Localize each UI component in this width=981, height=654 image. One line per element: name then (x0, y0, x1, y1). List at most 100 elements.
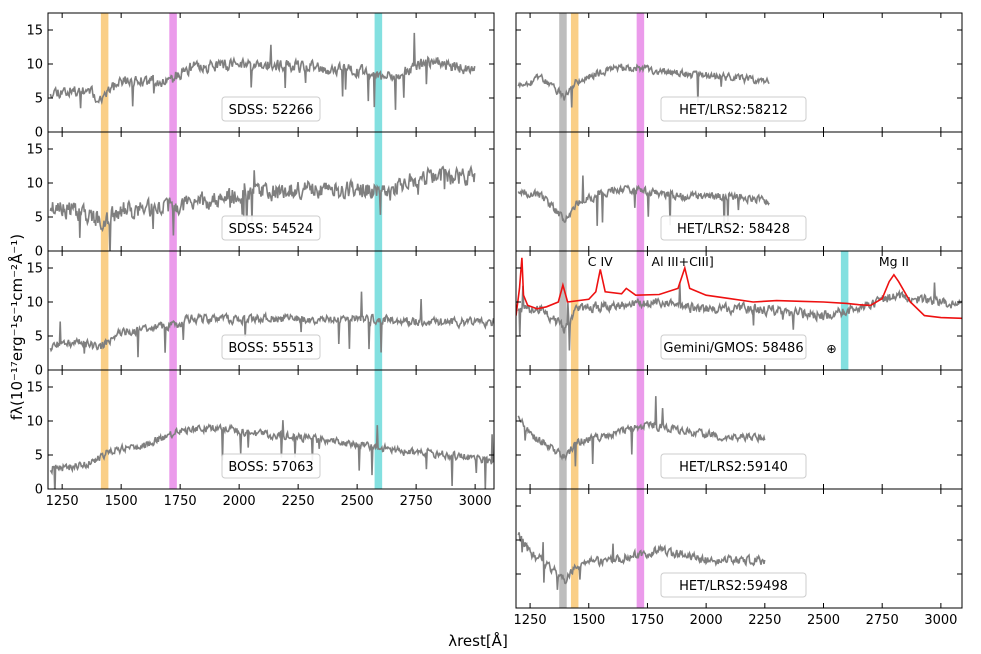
panel-gemini-58486: Gemini/GMOS: 58486 C IV Al III+CIII] Mg II ⊕ (515, 250, 963, 371)
x-axis-title: λrest[Å] (448, 631, 508, 650)
spectrum-line (49, 164, 476, 251)
violet-band (636, 489, 645, 608)
y-tick-label: 0 (35, 245, 43, 260)
spectrum-line (49, 32, 476, 110)
y-tick-label: 15 (26, 143, 43, 158)
x-tick-label: 1500 (105, 494, 138, 509)
x-tick-label: 3000 (459, 494, 492, 509)
legend-label: HET/LRS2:59140 (679, 460, 788, 475)
violet-band (636, 370, 645, 489)
orange-band (570, 132, 579, 251)
violet-band (636, 13, 645, 132)
panel-sdss-54524: 0 5 10 15 SDSS: 54524 (26, 131, 495, 260)
x-tick-label: 2500 (807, 613, 840, 628)
x-tick-label: 1250 (46, 494, 79, 509)
x-tick-label: 2000 (223, 494, 256, 509)
y-tick-label: 5 (35, 330, 43, 345)
legend-label: Gemini/GMOS: 58486 (663, 341, 803, 356)
axes-frame (47, 369, 495, 490)
x-tick-label: 2000 (690, 613, 723, 628)
y-tick-label: 15 (26, 381, 43, 396)
panel-sdss-52266: 0 5 10 15 SDSS: 52266 (26, 12, 495, 141)
spectrum-line (517, 175, 770, 232)
cyan-band (374, 132, 383, 251)
line-annotation: Mg II (879, 254, 909, 269)
panel-het-59140: HET/LRS2:59140 (515, 369, 963, 490)
legend-label: BOSS: 57063 (228, 460, 313, 475)
y-tick-label: 15 (26, 24, 43, 39)
cyan-band (374, 13, 383, 132)
spectrum-line (49, 420, 494, 489)
spectrum-line (517, 282, 962, 351)
cyan-band (374, 251, 383, 370)
x-tick-label: 2250 (282, 494, 315, 509)
x-tick-label: 2250 (748, 613, 781, 628)
telluric-marker: ⊕ (826, 341, 836, 356)
violet-band (169, 132, 177, 251)
cyan-band (840, 251, 849, 370)
legend-box (660, 572, 807, 598)
spectrum-line (517, 396, 766, 467)
x-tick-label: 3000 (924, 613, 957, 628)
x-tick-label: 2750 (400, 494, 433, 509)
x-tick-label: 1750 (164, 494, 197, 509)
violet-band (169, 13, 177, 132)
legend-label: BOSS: 55513 (228, 341, 313, 356)
legend-box (660, 96, 807, 122)
y-tick-label: 0 (35, 483, 43, 498)
y-tick-label: 5 (35, 449, 43, 464)
gray-band (559, 251, 567, 370)
y-tick-label: 10 (26, 58, 43, 73)
x-tick-label: 1500 (572, 613, 605, 628)
y-tick-label: 10 (26, 415, 43, 430)
panel-het-58428: HET/LRS2: 58428 (515, 131, 963, 252)
panel-boss-55513: 0 5 10 15 BOSS: 55513 (26, 250, 495, 379)
axes-frame (515, 488, 963, 609)
orange-band (570, 370, 579, 489)
legend-box (660, 453, 807, 479)
x-tick-label: 2500 (341, 494, 374, 509)
legend-label: SDSS: 54524 (229, 222, 314, 237)
spectrum-line (517, 532, 766, 590)
y-tick-label: 10 (26, 296, 43, 311)
panel-het-59498: 1250 1500 1750 2000 2250 2500 2750 3000 HET/LRS2… (514, 488, 963, 628)
violet-band (169, 251, 177, 370)
y-tick-label: 5 (35, 92, 43, 107)
orange-band (100, 132, 109, 251)
y-tick-label: 15 (26, 262, 43, 277)
template-line (516, 257, 962, 320)
line-annotation: C IV (588, 254, 613, 269)
y-tick-label: 0 (35, 126, 43, 141)
spectrum-line (49, 291, 494, 358)
legend-box (221, 334, 321, 360)
y-tick-label: 0 (35, 364, 43, 379)
violet-band (636, 251, 645, 370)
legend-box (660, 334, 807, 360)
y-axis-title: fλ(10⁻¹⁷erg⁻¹s⁻¹cm⁻²Å⁻¹) (7, 234, 26, 420)
gray-band (559, 13, 567, 132)
panel-het-58212: HET/LRS2:58212 (515, 12, 963, 133)
panel-boss-57063: 0 5 10 15 1250 1500 1750 2000 2250 2500 2750 3000 BO… (26, 369, 495, 509)
legend-box (660, 215, 807, 241)
legend-label: HET/LRS2:58212 (679, 103, 788, 118)
legend-box (221, 453, 321, 479)
orange-band (100, 13, 109, 132)
gray-band (559, 489, 567, 608)
cyan-band (374, 370, 383, 489)
orange-band (570, 489, 579, 608)
legend-box (221, 96, 321, 122)
orange-band (100, 370, 109, 489)
orange-band (570, 13, 579, 132)
orange-band (100, 251, 109, 370)
legend-box (221, 215, 321, 241)
x-tick-label: 1750 (631, 613, 664, 628)
gray-band (559, 370, 567, 489)
spectrum-line (517, 63, 770, 108)
y-tick-label: 5 (35, 211, 43, 226)
gray-band (559, 132, 567, 251)
legend-label: SDSS: 52266 (229, 103, 314, 118)
y-tick-label: 10 (26, 177, 43, 192)
line-annotation: Al III+CIII] (652, 254, 714, 269)
x-tick-label: 2750 (866, 613, 899, 628)
